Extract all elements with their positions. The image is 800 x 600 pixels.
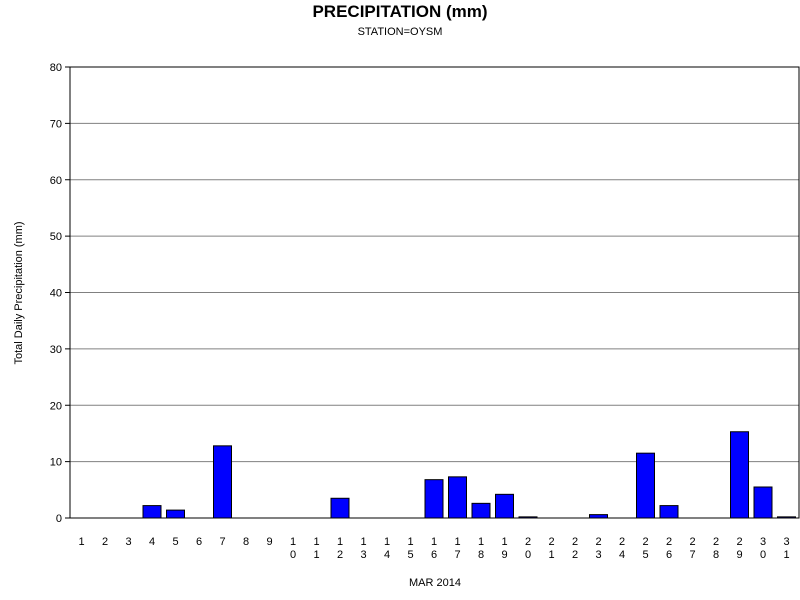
bar — [636, 452, 655, 519]
y-tick-label: 0 — [56, 513, 62, 525]
x-tick-label: 4 — [149, 536, 155, 548]
bar — [730, 431, 749, 519]
y-ticks: 0 10 20 30 40 50 60 70 80 — [50, 62, 70, 525]
x-tick-label: 9 — [266, 536, 272, 548]
x-tick-label: 7 — [219, 536, 225, 548]
gridlines — [70, 66, 799, 463]
x-tick-label: 3 — [125, 536, 131, 548]
bar — [330, 497, 350, 519]
y-tick-label: 80 — [50, 62, 62, 74]
bar — [589, 514, 608, 519]
bar — [753, 486, 773, 519]
y-tick-label: 30 — [50, 344, 62, 356]
y-tick-label: 40 — [50, 288, 62, 300]
x-axis-label: MAR 2014 — [409, 577, 461, 589]
y-tick-label: 20 — [50, 400, 62, 412]
bar — [495, 493, 514, 519]
y-tick-label: 50 — [50, 231, 62, 243]
y-axis-label: Total Daily Precipitation (mm) — [13, 221, 25, 364]
bar — [471, 502, 491, 519]
chart-subtitle: STATION=OYSM — [358, 26, 443, 38]
bar — [166, 509, 185, 519]
bar — [213, 445, 232, 519]
bar — [448, 476, 467, 519]
y-tick-label: 70 — [50, 118, 62, 130]
x-tick-label: 1 — [78, 536, 84, 548]
x-tick-label: 5 — [172, 536, 178, 548]
x-ticks: 1 2 3 4 5 6 7 8 9 1 01 11 21 31 41 51 61 71 81 92 02 12 22 32 42… — [78, 536, 789, 561]
x-tick-label: 8 — [243, 536, 249, 548]
y-tick-label: 10 — [50, 457, 62, 469]
bar — [659, 505, 679, 519]
chart-title: PRECIPITATION (mm) — [312, 2, 487, 21]
bars — [142, 431, 796, 519]
y-tick-label: 60 — [50, 175, 62, 187]
bar — [142, 505, 162, 519]
x-tick-label: 2 — [102, 536, 108, 548]
bar — [424, 479, 444, 519]
x-tick-label: 6 — [196, 536, 202, 548]
plot-frame — [69, 66, 800, 519]
